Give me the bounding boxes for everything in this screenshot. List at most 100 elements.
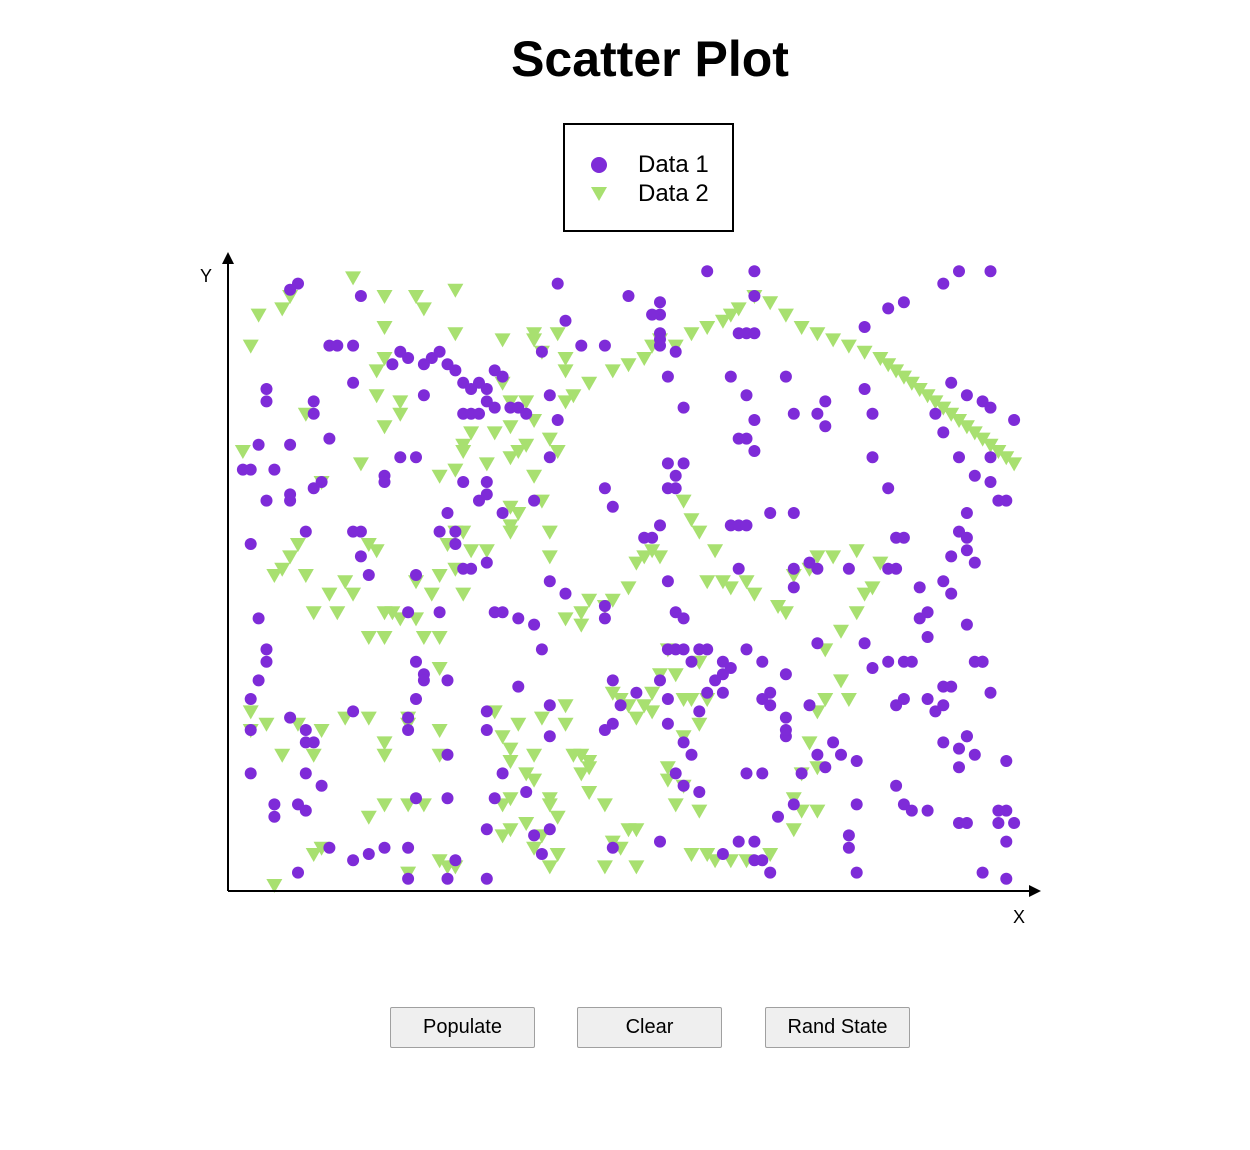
chart-title: Scatter Plot — [511, 31, 789, 87]
data-1-point — [543, 389, 556, 402]
data-1-point — [480, 724, 493, 736]
data-2-point — [502, 823, 519, 838]
data-1-point — [803, 699, 816, 712]
data-1-point — [315, 476, 328, 488]
data-2-point — [305, 848, 322, 862]
data-1-point — [449, 538, 462, 550]
data-1-point — [457, 476, 470, 488]
data-1-point — [669, 345, 682, 358]
data-2-point — [337, 575, 354, 590]
data-1-point — [693, 786, 706, 798]
data-1-point — [465, 562, 478, 575]
data-2-point — [636, 699, 653, 714]
data-2-point — [368, 544, 385, 559]
data-1-point — [1008, 414, 1021, 426]
data-1-point — [937, 575, 950, 588]
data-1-point — [661, 370, 674, 383]
data-1-point — [897, 296, 910, 309]
data-2-point — [345, 587, 362, 602]
data-1-point — [945, 550, 958, 563]
data-2-point — [549, 327, 566, 342]
data-1-point — [929, 407, 942, 420]
data-1-point — [669, 482, 682, 495]
populate-button[interactable]: Populate — [390, 1007, 535, 1048]
data-2-point — [368, 364, 385, 379]
data-2-point — [707, 544, 724, 559]
data-2-point — [431, 469, 448, 484]
data-1-point — [307, 395, 320, 408]
data-2-point — [463, 426, 480, 441]
data-2-point — [998, 451, 1015, 466]
data-2-point — [604, 593, 621, 608]
data-1-point — [913, 581, 926, 594]
data-2-point — [628, 556, 645, 571]
data-1-point — [850, 866, 863, 879]
data-2-point — [494, 829, 511, 844]
data-1-point — [764, 507, 777, 519]
data-1-point — [740, 643, 753, 656]
data-1-point — [748, 327, 761, 340]
data-1-point — [677, 643, 690, 656]
data-1-point — [913, 612, 926, 625]
data-1-point — [701, 686, 714, 699]
data-1-point — [748, 265, 761, 278]
data-1-point — [661, 693, 674, 705]
data-2-point — [903, 376, 920, 391]
data-1-point — [858, 383, 871, 395]
data-2-point — [549, 848, 566, 862]
data-1-point — [732, 562, 745, 575]
data-2-point — [809, 327, 826, 342]
data-2-point — [596, 860, 613, 875]
data-1-point — [677, 612, 690, 625]
data-1-point — [244, 767, 257, 780]
data-1-point — [787, 562, 800, 575]
data-1-point — [787, 407, 800, 420]
data-1-point — [646, 531, 659, 544]
data-1-point — [449, 525, 462, 538]
data-1-point — [819, 420, 832, 433]
data-1-point — [441, 674, 454, 687]
data-2-point — [360, 810, 377, 825]
data-1-point — [260, 395, 273, 408]
data-1-point — [480, 823, 493, 836]
data-2-point — [809, 804, 826, 819]
data-1-point — [535, 643, 548, 656]
data-1-point — [842, 829, 855, 842]
data-1-point — [260, 643, 273, 656]
data-2-point — [242, 705, 259, 720]
data-1-point — [921, 631, 934, 643]
data-1-point — [779, 724, 792, 736]
data-2-point — [644, 544, 661, 559]
triangle-marker-icon — [591, 187, 607, 201]
data-1-point — [685, 655, 698, 668]
data-1-point — [354, 550, 367, 563]
data-1-point — [614, 699, 627, 712]
data-1-point — [984, 476, 997, 488]
data-2-point — [541, 550, 558, 565]
data-1-point — [410, 693, 422, 705]
data-1-point — [378, 476, 391, 488]
data-1-point — [740, 767, 753, 780]
data-2-point — [691, 525, 708, 540]
data-1-point — [402, 352, 415, 364]
data-2-point — [526, 773, 543, 788]
rand-state-button[interactable]: Rand State — [765, 1007, 910, 1048]
data-2-point — [502, 755, 519, 769]
data-1-point — [244, 538, 257, 550]
data-2-point — [518, 438, 535, 453]
clear-button[interactable]: Clear — [577, 1007, 722, 1048]
data-2-point — [526, 469, 543, 484]
data-1-point — [968, 748, 981, 761]
data-1-point — [669, 767, 682, 780]
data-2-point — [376, 736, 393, 751]
data-1-point — [362, 848, 375, 860]
data-1-point — [953, 265, 965, 278]
data-1-point — [748, 835, 761, 848]
data-1-point — [598, 724, 611, 736]
data-1-point — [598, 612, 611, 625]
data-1-point — [827, 736, 840, 749]
data-1-point — [299, 767, 312, 780]
data-1-point — [606, 841, 619, 854]
data-1-point — [764, 699, 777, 712]
data-1-point — [402, 606, 415, 619]
